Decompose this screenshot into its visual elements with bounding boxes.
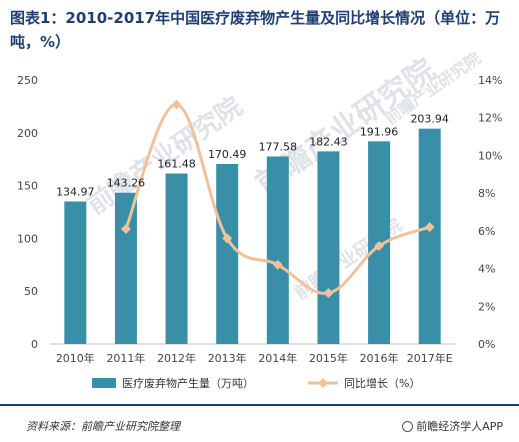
y-right-tick-label: 0% [478, 338, 495, 351]
growth-point [272, 259, 283, 270]
x-tick-label: 2010年 [56, 351, 95, 365]
brand-credit: 前瞻经济学人APP [402, 418, 503, 434]
brand-name: 前瞻经济学人APP [416, 420, 503, 433]
legend-label-bar: 医疗废弃物产生量（万吨） [122, 376, 254, 390]
bar-value-label: 177.58 [259, 140, 298, 153]
y-left-tick-label: 250 [17, 74, 38, 87]
y-right-tick-label: 6% [478, 225, 495, 238]
y-right-tick-label: 4% [478, 263, 495, 276]
y-right-tick-label: 2% [478, 300, 495, 313]
bar-series [64, 128, 441, 344]
bar-value-label: 134.97 [56, 185, 95, 198]
x-tick-label: 2012年 [157, 351, 196, 365]
bar [266, 156, 289, 344]
growth-point [323, 288, 334, 299]
x-tick-label: 2013年 [208, 351, 247, 365]
y-right-tick-label: 10% [478, 149, 502, 162]
y-left-tick-label: 100 [17, 232, 38, 245]
x-tick-label: 2014年 [258, 351, 297, 365]
bar-value-label: 182.43 [309, 135, 348, 148]
chart-title: 图表1：2010-2017年中国医疗废弃物产生量及同比增长情况（单位：万吨，%） [10, 9, 501, 51]
legend: 医疗废弃物产生量（万吨） 同比增长（%） [92, 376, 420, 390]
bar-value-label: 143.26 [107, 177, 146, 190]
growth-point [120, 224, 131, 234]
y-left-tick-label: 200 [17, 127, 38, 140]
bar-value-label: 203.94 [410, 113, 449, 126]
brand-icon [402, 421, 414, 432]
y-left-tick-label: 150 [17, 180, 38, 193]
growth-point [424, 222, 435, 233]
y-right-tick-label: 14% [478, 74, 502, 87]
legend-swatch-marker [318, 378, 328, 388]
footer: 资料来源：前瞻产业研究院整理 前瞻经济学人APP [0, 404, 519, 442]
data-labels: 134.97 143.26 161.48 170.49 177.58 182.43 191.… [56, 113, 449, 199]
x-tick-label: 2017年E [407, 351, 453, 365]
y-right-tick-label: 8% [478, 187, 495, 200]
bar-value-label: 161.48 [157, 157, 196, 170]
bar-value-label: 191.96 [360, 125, 399, 138]
bar [114, 192, 137, 344]
x-tick-label: 2011年 [106, 351, 145, 365]
growth-point [222, 233, 233, 244]
y-left-tick-label: 50 [24, 285, 38, 298]
line-series [120, 99, 435, 299]
bar-value-label: 170.49 [208, 148, 247, 161]
y-right-tick-label: 12% [478, 112, 502, 125]
bar [317, 151, 340, 344]
growth-point [374, 240, 385, 251]
bar [165, 173, 188, 344]
x-tick-label: 2015年 [309, 351, 348, 365]
legend-swatch-bar [92, 378, 116, 388]
bar [418, 128, 441, 344]
bar [64, 201, 87, 344]
source-note: 资料来源：前瞻产业研究院整理 [26, 420, 180, 433]
y-left-tick-label: 0 [31, 338, 38, 351]
growth-point [171, 99, 182, 110]
x-tick-label: 2016年 [360, 351, 399, 365]
growth-line [124, 103, 432, 295]
legend-label-line: 同比增长（%） [344, 376, 420, 390]
bar [216, 163, 239, 344]
axes: 0 50 100 150 200 250 0% 2% 4% 6% 8% 10% 12% 14% 2010年 2… [17, 74, 502, 365]
